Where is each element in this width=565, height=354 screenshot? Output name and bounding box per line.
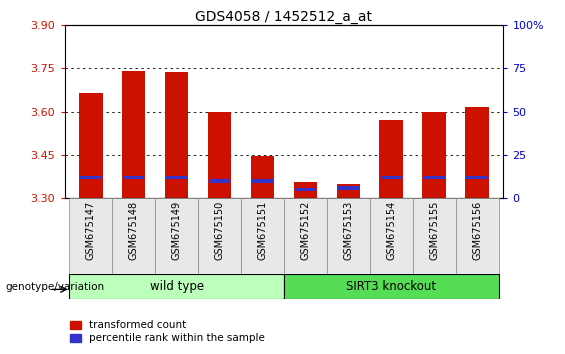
Bar [252, 179, 273, 183]
Bar [455, 198, 498, 274]
Bar [337, 184, 360, 198]
Bar [69, 274, 284, 299]
Bar [381, 176, 402, 179]
Text: GSM675153: GSM675153 [344, 200, 353, 260]
Bar [208, 112, 231, 198]
Text: genotype/variation: genotype/variation [6, 282, 105, 292]
Text: GSM675147: GSM675147 [86, 200, 95, 260]
Bar [412, 198, 455, 274]
Bar [155, 198, 198, 274]
Bar [209, 179, 230, 183]
Text: GSM675152: GSM675152 [301, 200, 310, 260]
Bar [112, 198, 155, 274]
Bar [123, 176, 144, 179]
Bar [165, 72, 188, 198]
Bar [423, 112, 446, 198]
Text: GSM675150: GSM675150 [215, 200, 224, 260]
Bar [294, 182, 317, 198]
Bar [284, 198, 327, 274]
Text: GSM675149: GSM675149 [172, 200, 181, 259]
Text: GSM675156: GSM675156 [472, 200, 482, 260]
Bar [327, 198, 370, 274]
Text: wild type: wild type [150, 280, 203, 293]
Bar [198, 198, 241, 274]
Bar [69, 198, 112, 274]
Text: GSM675148: GSM675148 [129, 200, 138, 259]
Bar [338, 186, 359, 190]
Bar [370, 198, 412, 274]
Title: GDS4058 / 1452512_a_at: GDS4058 / 1452512_a_at [195, 10, 372, 24]
Bar [380, 120, 403, 198]
Text: GSM675154: GSM675154 [386, 200, 396, 260]
Bar [79, 93, 102, 198]
Bar [80, 176, 101, 179]
Text: GSM675155: GSM675155 [429, 200, 439, 260]
Legend: transformed count, percentile rank within the sample: transformed count, percentile rank withi… [70, 320, 265, 343]
Bar [251, 156, 274, 198]
Text: GSM675151: GSM675151 [258, 200, 267, 260]
Text: SIRT3 knockout: SIRT3 knockout [346, 280, 436, 293]
Bar [122, 71, 145, 198]
Bar [241, 198, 284, 274]
Bar [284, 274, 498, 299]
Bar [295, 188, 316, 192]
Bar [467, 176, 488, 179]
Bar [166, 176, 187, 179]
Bar [466, 107, 489, 198]
Bar [424, 176, 445, 179]
